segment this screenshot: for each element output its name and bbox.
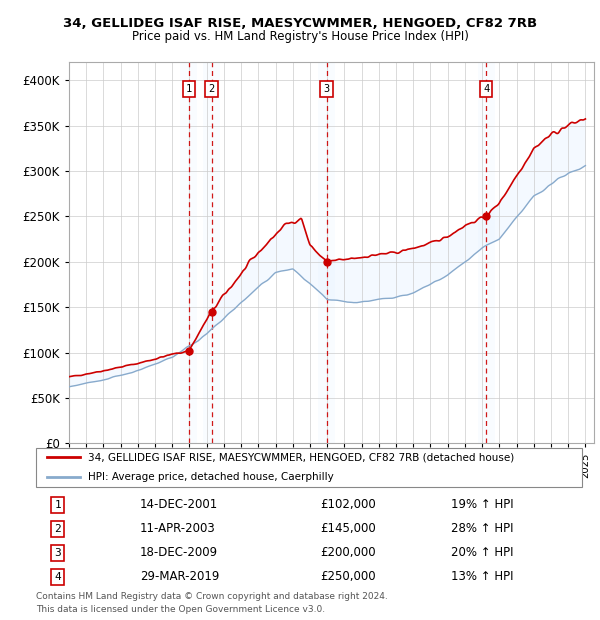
Text: 28% ↑ HPI: 28% ↑ HPI (451, 523, 514, 536)
FancyBboxPatch shape (36, 448, 582, 487)
Text: 11-APR-2003: 11-APR-2003 (140, 523, 215, 536)
Text: Price paid vs. HM Land Registry's House Price Index (HPI): Price paid vs. HM Land Registry's House … (131, 30, 469, 43)
Text: 29-MAR-2019: 29-MAR-2019 (140, 570, 219, 583)
Text: 2: 2 (55, 524, 61, 534)
Text: This data is licensed under the Open Government Licence v3.0.: This data is licensed under the Open Gov… (36, 604, 325, 614)
Text: 4: 4 (483, 84, 490, 94)
Text: 14-DEC-2001: 14-DEC-2001 (140, 498, 218, 511)
Bar (203, 62, 220, 443)
Text: £102,000: £102,000 (320, 498, 376, 511)
Bar (180, 62, 197, 443)
Text: 1: 1 (185, 84, 192, 94)
Text: £200,000: £200,000 (320, 546, 376, 559)
Text: 1: 1 (55, 500, 61, 510)
Text: 2: 2 (208, 84, 215, 94)
Text: 20% ↑ HPI: 20% ↑ HPI (451, 546, 514, 559)
Text: 19% ↑ HPI: 19% ↑ HPI (451, 498, 514, 511)
Text: Contains HM Land Registry data © Crown copyright and database right 2024.: Contains HM Land Registry data © Crown c… (36, 592, 388, 601)
Text: £145,000: £145,000 (320, 523, 376, 536)
Text: 3: 3 (323, 84, 329, 94)
Text: 3: 3 (55, 548, 61, 558)
Text: 4: 4 (55, 572, 61, 582)
Text: £250,000: £250,000 (320, 570, 376, 583)
Text: 34, GELLIDEG ISAF RISE, MAESYCWMMER, HENGOED, CF82 7RB (detached house): 34, GELLIDEG ISAF RISE, MAESYCWMMER, HEN… (88, 453, 514, 463)
Text: HPI: Average price, detached house, Caerphilly: HPI: Average price, detached house, Caer… (88, 472, 334, 482)
Text: 18-DEC-2009: 18-DEC-2009 (140, 546, 218, 559)
Bar (478, 62, 495, 443)
Text: 13% ↑ HPI: 13% ↑ HPI (451, 570, 514, 583)
Bar (318, 62, 335, 443)
Text: 34, GELLIDEG ISAF RISE, MAESYCWMMER, HENGOED, CF82 7RB: 34, GELLIDEG ISAF RISE, MAESYCWMMER, HEN… (63, 17, 537, 30)
